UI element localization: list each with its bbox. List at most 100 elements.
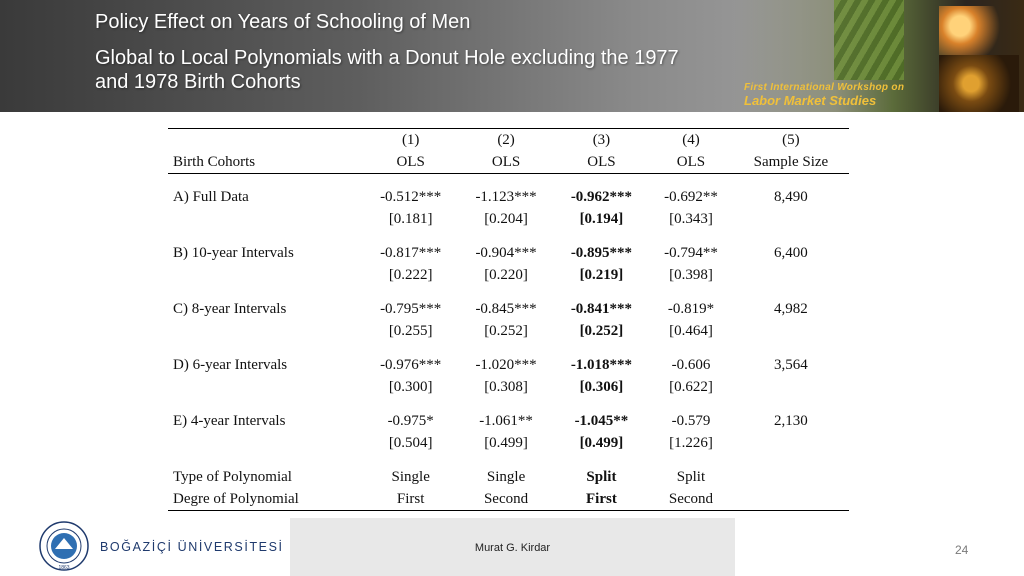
table-row-se: [0.300] [0.308] [0.306] [0.622] [168, 376, 849, 398]
table-row: C) 8-year Intervals -0.795*** -0.845*** … [168, 298, 849, 320]
se-cell: [0.464] [669, 323, 713, 339]
se-cell: [0.308] [484, 379, 528, 395]
se-cell: [0.499] [579, 435, 624, 451]
se-cell: [0.220] [484, 267, 528, 283]
row-label: A) Full Data [173, 189, 249, 205]
banner-text-large: Labor Market Studies [744, 93, 877, 108]
col-number: (2) [458, 128, 554, 151]
coef-cell: -0.512*** [380, 189, 442, 205]
se-cell: [0.499] [484, 435, 528, 451]
se-cell: [0.255] [388, 323, 433, 339]
row-label: E) 4-year Intervals [173, 413, 286, 429]
table-row-se: [0.504] [0.499] [0.499] [1.226] [168, 432, 849, 454]
se-cell: [0.181] [388, 211, 433, 227]
banner-photo-field [834, 0, 904, 80]
banner-text-small: First International Workshop on [744, 82, 905, 93]
coef-cell: -0.976*** [380, 357, 442, 373]
se-cell: [1.226] [669, 435, 713, 451]
table-row: B) 10-year Intervals -0.817*** -0.904***… [168, 242, 849, 264]
sample-size-cell: 8,490 [774, 189, 808, 205]
coef-cell: -1.123*** [475, 189, 537, 205]
poly-type-cell: Split [676, 469, 706, 485]
table-row-se: [0.181] [0.204] [0.194] [0.343] [168, 208, 849, 230]
row-header: Birth Cohorts [168, 151, 363, 174]
coef-cell: -0.841*** [570, 301, 633, 317]
logo-year: 1863 [58, 565, 69, 571]
slide-title: Policy Effect on Years of Schooling of M… [95, 11, 471, 33]
table-row-poly-type: Type of Polynomial Single Single Split S… [168, 466, 849, 488]
table-row-se: [0.222] [0.220] [0.219] [0.398] [168, 264, 849, 286]
page-number: 24 [955, 543, 969, 557]
row-label: C) 8-year Intervals [173, 301, 287, 317]
coef-cell: -1.018*** [570, 357, 633, 373]
coef-cell: -0.692** [664, 189, 718, 205]
slide-header: Policy Effect on Years of Schooling of M… [0, 0, 1024, 112]
col-method: Sample Size [732, 151, 849, 174]
sample-size-cell: 4,982 [774, 301, 808, 317]
table-row: D) 6-year Intervals -0.976*** -1.020*** … [168, 354, 849, 376]
row-label: Type of Polynomial [173, 469, 292, 485]
poly-type-cell: Single [486, 469, 526, 485]
coef-cell: -1.061** [479, 413, 533, 429]
col-number: (5) [732, 128, 849, 151]
coef-cell: -0.895*** [570, 245, 633, 261]
coef-cell: -0.819* [667, 301, 715, 317]
col-method: OLS [363, 151, 459, 174]
coef-cell: -1.045** [574, 413, 629, 429]
se-cell: [0.252] [484, 323, 528, 339]
coef-cell: -0.904*** [475, 245, 537, 261]
coef-cell: -1.020*** [475, 357, 537, 373]
results-table: (1) (2) (3) (4) (5) Birth Cohorts OLS OL… [168, 128, 849, 511]
se-cell: [0.622] [669, 379, 713, 395]
se-cell: [0.300] [388, 379, 433, 395]
author-name: Murat G. Kirdar [474, 542, 551, 554]
sample-size-cell: 2,130 [774, 413, 808, 429]
se-cell: [0.343] [669, 211, 713, 227]
poly-degree-cell: First [363, 488, 459, 511]
se-cell: [0.222] [388, 267, 433, 283]
poly-degree-cell: First [553, 488, 650, 511]
col-number: (1) [363, 128, 459, 151]
row-label: D) 6-year Intervals [173, 357, 288, 373]
se-cell: [0.194] [579, 211, 624, 227]
university-logo-icon: 1863 [39, 521, 89, 571]
poly-degree-cell: Second [458, 488, 554, 511]
poly-type-cell: Split [586, 469, 617, 485]
se-cell: [0.219] [579, 267, 624, 283]
table-row-se: [0.255] [0.252] [0.252] [0.464] [168, 320, 849, 342]
table-row-poly-degree: Degre of Polynomial First Second First S… [168, 488, 849, 511]
poly-degree-cell: Second [649, 488, 733, 511]
coef-cell: -0.794** [664, 245, 718, 261]
col-method: OLS [649, 151, 733, 174]
row-label: Degre of Polynomial [168, 488, 363, 511]
poly-type-cell: Single [391, 469, 430, 485]
col-number: (4) [649, 128, 733, 151]
sample-size-cell: 6,400 [774, 245, 808, 261]
se-cell: [0.398] [669, 267, 713, 283]
se-cell: [0.204] [484, 211, 528, 227]
coef-cell: -0.606 [671, 357, 711, 373]
banner-photo-worker [939, 55, 1019, 112]
slide-subtitle-line1: Global to Local Polynomials with a Donut… [95, 47, 679, 69]
footer-box: Murat G. Kirdar [290, 518, 735, 576]
coef-cell: -0.817*** [380, 245, 442, 261]
workshop-banner: First International Workshop on Labor Ma… [734, 0, 1024, 112]
se-cell: [0.306] [579, 379, 624, 395]
row-label: B) 10-year Intervals [173, 245, 294, 261]
table-row: A) Full Data -0.512*** -1.123*** -0.962*… [168, 186, 849, 208]
coef-cell: -0.579 [671, 413, 711, 429]
col-method: OLS [458, 151, 554, 174]
sample-size-cell: 3,564 [774, 357, 808, 373]
table-row: E) 4-year Intervals -0.975* -1.061** -1.… [168, 410, 849, 432]
coef-cell: -0.845*** [475, 301, 537, 317]
se-cell: [0.252] [579, 323, 624, 339]
coef-cell: -0.962*** [570, 189, 633, 205]
slide-subtitle-line2: and 1978 Birth Cohorts [95, 71, 301, 93]
coef-cell: -0.975* [387, 413, 434, 429]
university-name: BOĞAZİÇİ ÜNİVERSİTESİ [100, 540, 284, 554]
coef-cell: -0.795*** [380, 301, 442, 317]
se-cell: [0.504] [388, 435, 433, 451]
col-number: (3) [553, 128, 650, 151]
col-method: OLS [553, 151, 650, 174]
banner-photo-welding [939, 6, 1009, 56]
